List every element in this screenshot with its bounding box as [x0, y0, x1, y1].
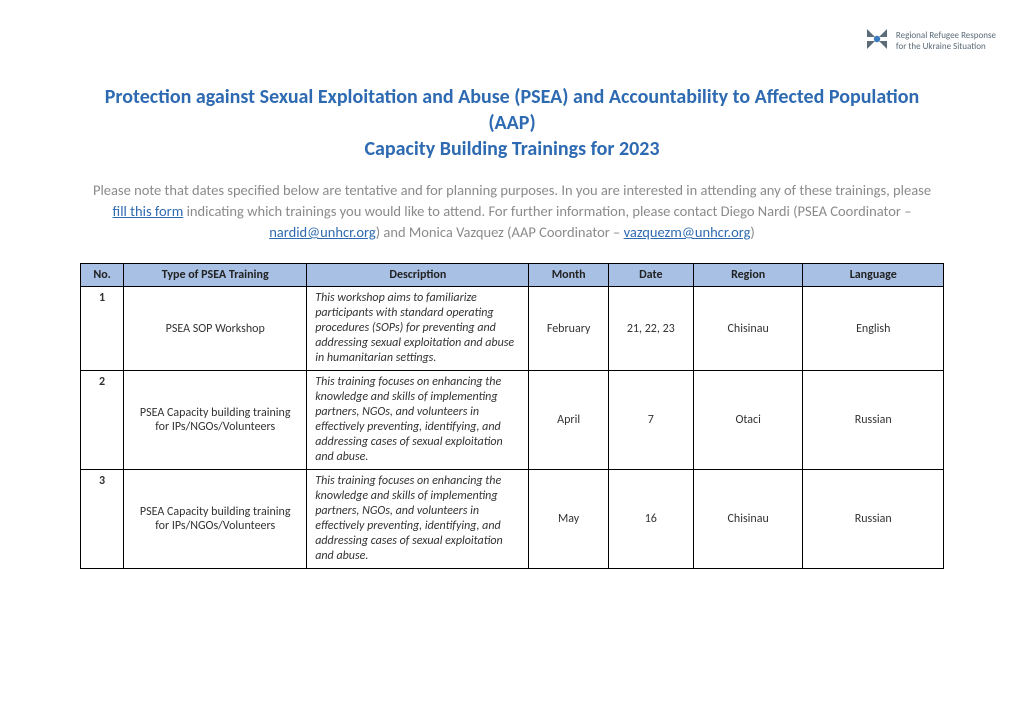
col-month: Month [529, 264, 608, 287]
cell-type: PSEA Capacity building training for IPs/… [124, 470, 307, 569]
cell-region: Chisinau [693, 287, 803, 371]
intro-part4: ) [750, 223, 754, 241]
cell-desc: This workshop aims to familiarize partic… [307, 287, 529, 371]
cell-no: 3 [81, 470, 124, 569]
cell-language: English [803, 287, 944, 371]
col-type: Type of PSEA Training [124, 264, 307, 287]
logo-text-line2: for the Ukraine Situation [896, 42, 996, 52]
title-line1: Protection against Sexual Exploitation a… [105, 85, 919, 135]
cell-type: PSEA SOP Workshop [124, 287, 307, 371]
col-no: No. [81, 264, 124, 287]
cell-month: April [529, 371, 608, 470]
col-desc: Description [307, 264, 529, 287]
intro-part1: Please note that dates specified below a… [93, 181, 931, 199]
cell-region: Chisinau [693, 470, 803, 569]
title-line2: Capacity Building Trainings for 2023 [364, 137, 659, 161]
intro-part3: ) and Monica Vazquez (AAP Coordinator – [376, 223, 624, 241]
cell-language: Russian [803, 371, 944, 470]
cell-date: 21, 22, 23 [608, 287, 693, 371]
col-region: Region [693, 264, 803, 287]
cell-no: 1 [81, 287, 124, 371]
logo-mark-icon [864, 26, 890, 57]
table-row: 1PSEA SOP WorkshopThis workshop aims to … [81, 287, 944, 371]
email-link-psea[interactable]: nardid@unhcr.org [269, 223, 376, 241]
cell-date: 7 [608, 371, 693, 470]
cell-month: February [529, 287, 608, 371]
page-title: Protection against Sexual Exploitation a… [80, 84, 944, 162]
table-row: 2PSEA Capacity building training for IPs… [81, 371, 944, 470]
intro-part2: indicating which trainings you would lik… [183, 202, 911, 220]
cell-month: May [529, 470, 608, 569]
fill-form-link[interactable]: fill this form [113, 202, 184, 220]
email-link-aap[interactable]: vazquezm@unhcr.org [624, 223, 751, 241]
cell-language: Russian [803, 470, 944, 569]
table-row: 3PSEA Capacity building training for IPs… [81, 470, 944, 569]
cell-no: 2 [81, 371, 124, 470]
cell-date: 16 [608, 470, 693, 569]
logo-text-line1: Regional Refugee Response [896, 31, 996, 41]
trainings-table: No. Type of PSEA Training Description Mo… [80, 263, 944, 569]
logo-text: Regional Refugee Response for the Ukrain… [896, 31, 996, 52]
table-header-row: No. Type of PSEA Training Description Mo… [81, 264, 944, 287]
col-date: Date [608, 264, 693, 287]
intro-paragraph: Please note that dates specified below a… [88, 180, 936, 243]
cell-desc: This training focuses on enhancing the k… [307, 371, 529, 470]
cell-region: Otaci [693, 371, 803, 470]
cell-type: PSEA Capacity building training for IPs/… [124, 371, 307, 470]
col-language: Language [803, 264, 944, 287]
header-logo: Regional Refugee Response for the Ukrain… [864, 26, 996, 57]
cell-desc: This training focuses on enhancing the k… [307, 470, 529, 569]
